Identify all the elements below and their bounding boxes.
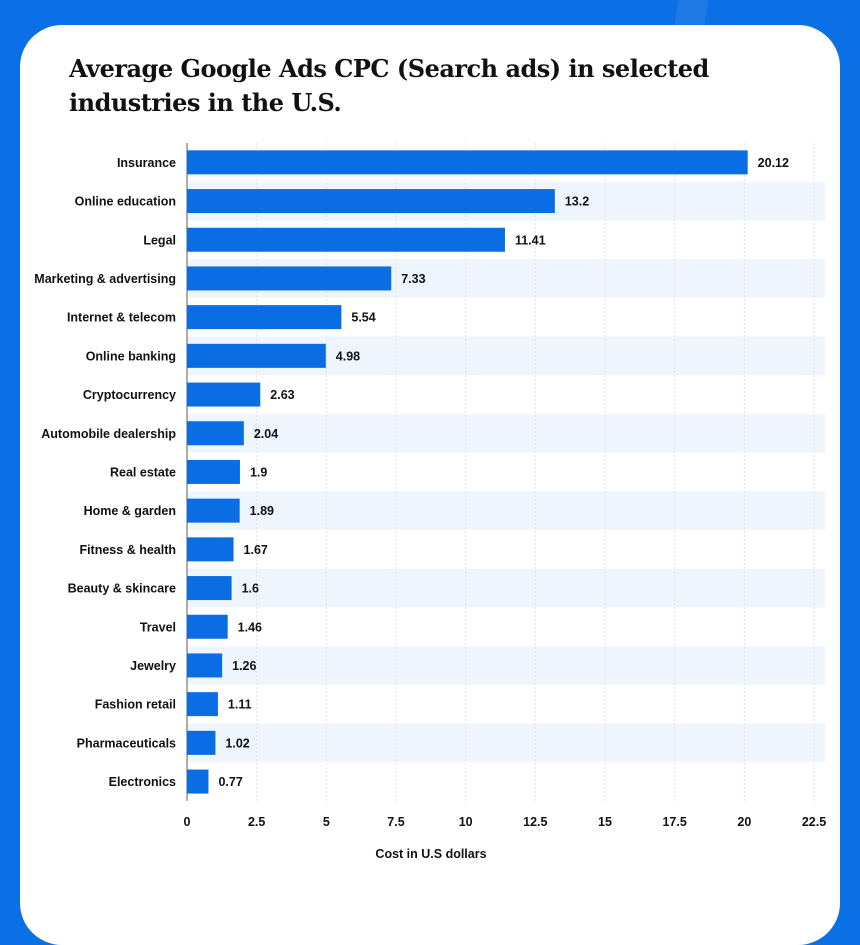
row-band [187,413,825,453]
data-label: 13.2 [565,195,589,209]
bar [187,305,342,330]
bar [187,537,234,562]
category-label: Travel [140,620,176,634]
category-label: Fitness & health [79,543,176,557]
category-label: Fashion retail [95,698,176,712]
bar [187,266,392,291]
chart-card [20,25,840,945]
category-label: Automobile dealership [41,427,176,441]
row-band [187,723,825,763]
bar [187,692,218,717]
x-tick-label: 22.5 [802,815,826,829]
category-label: Insurance [117,156,176,170]
x-tick-label: 20 [737,815,751,829]
data-label: 1.67 [244,543,268,557]
category-label: Real estate [110,465,176,479]
data-label: 1.26 [232,659,256,673]
x-tick-label: 10 [459,815,473,829]
bar [187,343,326,368]
category-label: Pharmaceuticals [77,736,176,750]
x-axis-title: Cost in U.S dollars [375,847,486,861]
row-band [187,491,825,530]
bar [187,498,240,523]
category-label: Beauty & skincare [68,582,176,596]
x-tick-label: 12.5 [523,815,547,829]
data-label: 1.46 [238,620,262,634]
bar-chart: 0 2.5 5 7.5 10 12.5 15 17.5 20 22.5 Insurance 20.12… [34,143,826,861]
bar [187,382,261,407]
data-label: 1.11 [228,698,252,712]
category-label: Internet & telecom [67,311,176,325]
row-band [187,646,825,685]
data-label: 1.6 [242,582,259,596]
data-label: 1.89 [250,504,274,518]
category-label: Online banking [86,349,176,363]
category-label: Online education [75,195,176,209]
category-label: Jewelry [130,659,176,673]
chart-title: Average Google Ads CPC (Search ads) in s… [69,54,709,117]
category-label: Home & garden [84,504,176,518]
bar [187,150,748,175]
category-label: Legal [143,233,176,247]
data-label: 2.63 [270,388,294,402]
x-tick-label: 7.5 [387,815,404,829]
data-label: 7.33 [401,272,425,286]
bar [187,769,209,794]
data-label: 4.98 [336,349,360,363]
bar [187,576,232,601]
category-label: Marketing & advertising [34,272,176,286]
x-tick-label: 17.5 [662,815,686,829]
bar [187,227,505,252]
row-band [187,568,825,608]
bar [187,614,228,639]
data-label: 1.9 [250,465,267,479]
bar [187,421,244,446]
bar [187,459,240,484]
x-tick-label: 2.5 [248,815,265,829]
x-tick-label: 15 [598,815,612,829]
data-label: 11.41 [515,233,546,247]
data-label: 20.12 [758,156,789,170]
category-label: Cryptocurrency [83,388,176,402]
data-label: 2.04 [254,427,278,441]
data-label: 5.54 [351,311,375,325]
x-tick-label: 5 [323,815,330,829]
bar [187,730,216,755]
data-label: 0.77 [218,775,242,789]
x-tick-label: 0 [184,815,191,829]
category-label: Electronics [109,775,176,789]
bar [187,189,555,214]
bar [187,653,223,678]
data-label: 1.02 [225,736,249,750]
